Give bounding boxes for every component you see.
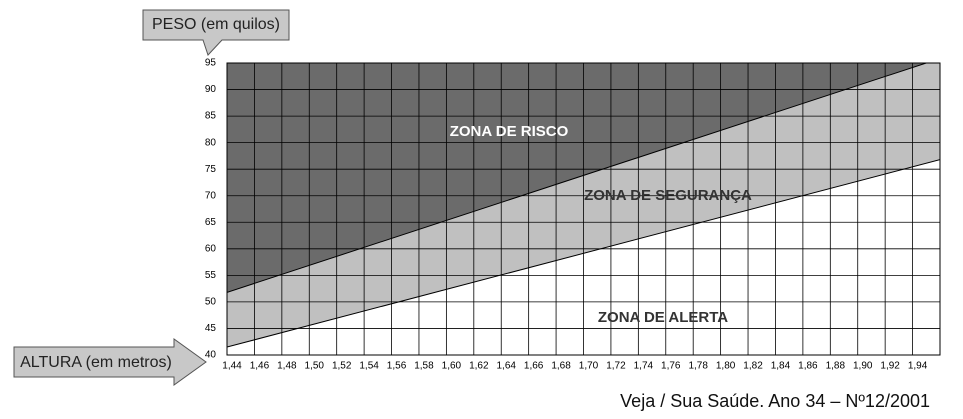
x-tick-label: 1,52	[332, 361, 352, 372]
x-tick-label: 1,58	[414, 361, 434, 372]
x-tick-label: 1,70	[579, 361, 599, 372]
x-tick-label: 1,90	[853, 361, 873, 372]
y-tick-label: 45	[205, 323, 217, 334]
y-tick-label: 55	[205, 270, 217, 281]
x-tick-label: 1,46	[250, 361, 270, 372]
y-tick-label: 65	[205, 217, 217, 228]
plot-border	[226, 62, 941, 356]
x-tick-label: 1,78	[688, 361, 708, 372]
x-tick-label: 1,54	[359, 361, 379, 372]
y-tick-label: 50	[205, 297, 217, 308]
x-tick-label: 1,66	[524, 361, 544, 372]
x-tick-label: 1,82	[743, 361, 763, 372]
x-tick-label: 1,68	[551, 361, 571, 372]
zone-boundary	[227, 63, 927, 293]
zone-label: ZONA DE RISCO	[450, 123, 569, 140]
callout-box	[142, 9, 290, 56]
x-tick-label: 1,48	[277, 361, 297, 372]
x-tick-label: 1,62	[469, 361, 489, 372]
source: Veja / Sua Saúde. Ano 34 – Nº12/2001	[620, 391, 930, 411]
x-tick-label: 1,50	[305, 361, 325, 372]
x-axis-callout: ALTURA (em metros)	[13, 338, 207, 386]
x-tick-label: 1,64	[496, 361, 516, 372]
y-tick-label: 90	[205, 84, 217, 95]
x-tick-label: 1,92	[880, 361, 900, 372]
x-tick-label: 1,76	[661, 361, 681, 372]
x-tick-label: 1,60	[442, 361, 462, 372]
zone-label: ZONA DE SEGURANÇA	[584, 187, 752, 204]
y-tick-label: 60	[205, 243, 217, 254]
x-tick-label: 1,72	[606, 361, 626, 372]
x-tick-label: 1,74	[634, 361, 654, 372]
x-tick-label: 1,88	[826, 361, 846, 372]
y-axis-callout: PESO (em quilos)	[142, 9, 290, 56]
y-tick-label: 85	[205, 111, 217, 122]
x-tick-label: 1,84	[771, 361, 791, 372]
callout-arrow	[13, 338, 207, 386]
x-tick-label: 1,80	[716, 361, 736, 372]
y-tick-label: 80	[205, 137, 217, 148]
zone-label: ZONA DE ALERTA	[598, 309, 728, 326]
x-axis-label: ALTURA (em metros)	[20, 354, 172, 371]
x-tick-label: 1,86	[798, 361, 818, 372]
x-tick-label: 1,94	[908, 361, 928, 372]
y-tick-label: 95	[205, 58, 217, 69]
x-tick-label: 1,44	[222, 361, 242, 372]
plot: 40 45 50 55 60 65 70 75 80 85 90 95 1,44 1,46 1,48 1,50…	[205, 58, 941, 372]
y-tick-label: 70	[205, 190, 217, 201]
y-tick-label: 40	[205, 350, 217, 361]
y-axis-label: PESO (em quilos)	[152, 16, 280, 33]
y-tick-label: 75	[205, 164, 217, 175]
x-tick-label: 1,56	[387, 361, 407, 372]
